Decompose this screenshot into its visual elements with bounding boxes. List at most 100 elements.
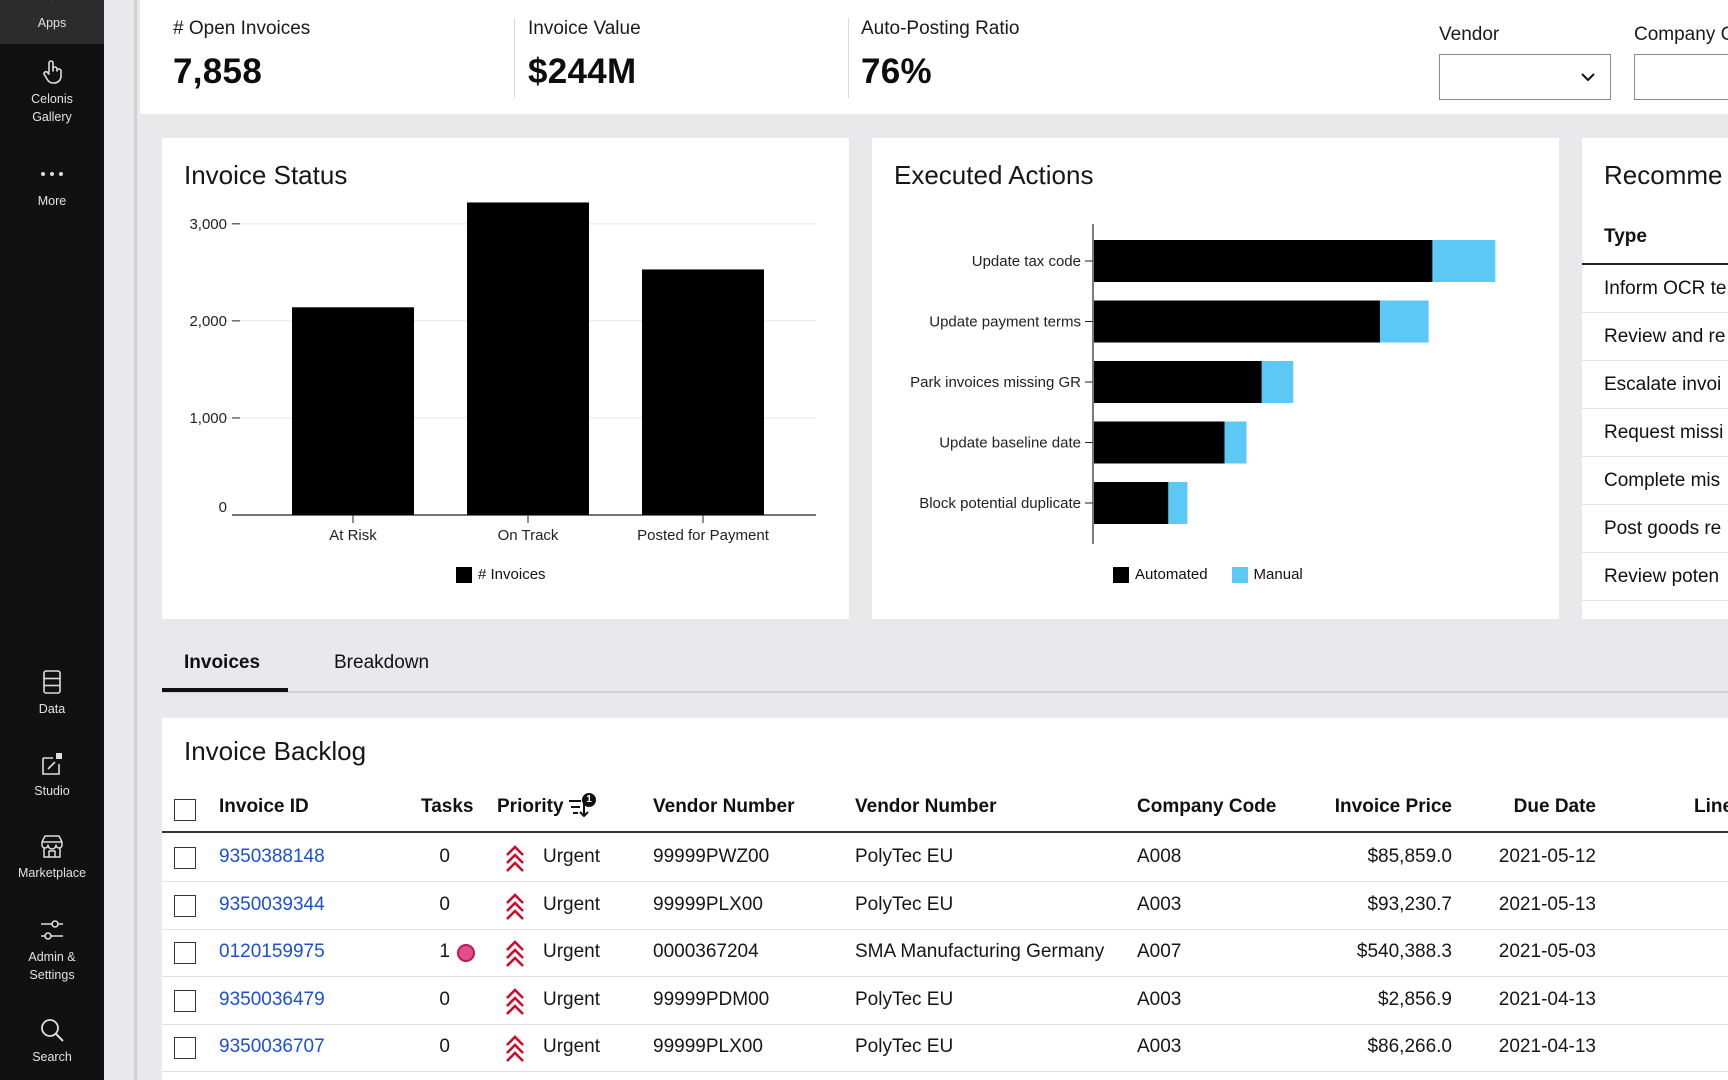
invoice-status-card: Invoice Status 0 1,000 2,000 3,000 At Risk On… (162, 138, 849, 619)
executed-actions-chart: Update tax code Update payment terms Park … (910, 224, 1496, 544)
row-checkbox[interactable] (174, 847, 196, 869)
sidebar-item-label: Admin & Settings (28, 950, 76, 982)
company-code: A003 (1137, 893, 1182, 915)
y-tick-label: 3,000 (189, 216, 227, 233)
tab-breakdown[interactable]: Breakdown (334, 652, 430, 673)
due-date: 2021-04-13 (1498, 988, 1596, 1010)
y-tick-label: Park invoices missing GR (910, 374, 1081, 391)
list-item[interactable]: Escalate invoi (1582, 361, 1728, 409)
x-tick-label: Posted for Payment (637, 527, 770, 544)
priority-urgent-icon (506, 940, 524, 967)
column-header-line[interactable]: Line (1694, 796, 1728, 817)
kpi-invoice-value: Invoice Value $244M (528, 18, 641, 92)
row-checkbox[interactable] (174, 942, 196, 964)
kpi-open-invoices: # Open Invoices 7,858 (173, 18, 310, 92)
priority-urgent-icon (506, 845, 524, 872)
tab-invoices[interactable]: Invoices (184, 652, 261, 673)
bar-segment-automated (1094, 482, 1169, 524)
chevron-up-icon (506, 892, 524, 920)
sidebar-item-more[interactable]: More (0, 160, 104, 210)
table-row[interactable]: 9350036479 0 Urgent 99999PDM00 PolyTec EU A00… (162, 977, 1728, 1025)
list-item[interactable]: Review and re (1582, 313, 1728, 361)
chevron-up-icon (506, 987, 524, 1015)
view-tabs: Invoices Breakdown (140, 620, 1728, 694)
sidebar-item-data[interactable]: Data (0, 668, 104, 718)
row-checkbox[interactable] (174, 1037, 196, 1059)
tabs-divider (162, 691, 1728, 693)
bar-segment-automated (1094, 300, 1380, 343)
company-code-dropdown[interactable] (1634, 54, 1728, 100)
kpi-header: # Open Invoices 7,858 Invoice Value $244… (140, 0, 1728, 114)
sidebar-divider (134, 0, 137, 1080)
priority-label: Urgent (543, 893, 601, 915)
table-row[interactable]: 9350388148 0 Urgent 99999PWZ00 PolyTec EU A00… (162, 834, 1728, 882)
tasks-count: 0 (439, 893, 450, 915)
vendor-name: PolyTec EU (855, 893, 954, 915)
sort-icon[interactable] (567, 792, 597, 822)
legend-swatch (456, 566, 472, 583)
sidebar-item-apps[interactable]: Apps (0, 0, 104, 44)
more-dots-icon (41, 172, 63, 176)
task-indicator-dot[interactable] (457, 944, 475, 962)
due-date: 2021-05-12 (1498, 846, 1596, 867)
priority-label: Urgent (543, 988, 601, 1010)
list-item[interactable]: Inform OCR te (1582, 265, 1728, 313)
column-header-tasks[interactable]: Tasks (421, 796, 474, 817)
priority-urgent-icon (506, 1035, 524, 1062)
invoice-price: $86,266.0 (1367, 1036, 1452, 1057)
vendor-number: 99999PLX00 (653, 1036, 763, 1057)
bar-at-risk (292, 307, 414, 515)
column-header-priority[interactable]: Priority (497, 796, 564, 817)
chart-legend: Automated Manual (1113, 566, 1303, 583)
vendor-dropdown[interactable] (1439, 54, 1611, 100)
column-header-company-code[interactable]: Company Code (1137, 796, 1277, 817)
kpi-value: $244M (528, 52, 637, 91)
card-title: Invoice Backlog (184, 736, 367, 766)
legend-swatch-manual (1231, 566, 1248, 583)
sidebar-item-label: Celonis Gallery (31, 92, 73, 124)
row-checkbox[interactable] (174, 894, 196, 917)
bar-segment-automated (1094, 361, 1262, 403)
invoice-id-link[interactable]: 9350036479 (219, 988, 325, 1010)
column-header-invoice-id[interactable]: Invoice ID (219, 796, 309, 817)
column-header-invoice-price[interactable]: Invoice Price (1334, 796, 1452, 817)
sidebar-item-celonis-gallery[interactable]: Celonis Gallery (0, 58, 104, 126)
invoice-price: $85,859.0 (1367, 846, 1452, 867)
row-checkbox[interactable] (174, 989, 196, 1012)
x-tick-label: At Risk (329, 527, 377, 544)
table-row[interactable]: 9350036707 0 Urgent 99999PLX00 PolyTec EU A00… (162, 1024, 1728, 1072)
kpi-label: # Open Invoices (173, 18, 311, 39)
sidebar-item-label: Studio (34, 784, 70, 798)
legend-swatch-automated (1113, 566, 1129, 583)
column-header-due-date[interactable]: Due Date (1513, 796, 1596, 817)
invoice-id-link[interactable]: 0120159975 (219, 941, 325, 962)
table-row[interactable]: 0120159975 1 Urgent 0000367204 SMA Manufactu… (162, 929, 1728, 977)
list-item[interactable]: Complete mis (1582, 457, 1728, 505)
list-item[interactable]: Post goods re (1582, 505, 1728, 553)
bar-segment-automated (1094, 240, 1433, 282)
card-title: Invoice Status (184, 160, 348, 190)
sidebar-item-admin-settings[interactable]: Admin & Settings (0, 916, 104, 984)
database-icon (43, 670, 61, 694)
sidebar-item-search[interactable]: Search (0, 1016, 104, 1066)
priority-label: Urgent (543, 846, 601, 867)
sidebar: Apps Celonis Gallery More Data Studio (0, 0, 104, 1080)
invoice-id-link[interactable]: 9350036707 (219, 1036, 325, 1057)
sidebar-item-label: Apps (37, 16, 67, 30)
invoice-id-link[interactable]: 9350388148 (219, 846, 325, 867)
search-icon (41, 1019, 64, 1042)
bar-posted-for-payment (642, 269, 764, 515)
company-code: A007 (1137, 941, 1182, 962)
column-header-type[interactable]: Type (1604, 226, 1647, 247)
sidebar-item-studio[interactable]: Studio (0, 750, 104, 800)
table-row[interactable]: 9350039344 0 Urgent 99999PLX00 PolyTec EU A00… (162, 882, 1728, 930)
column-header-vendor-number[interactable]: Vendor Number (653, 796, 795, 817)
sidebar-item-label: Search (32, 1050, 72, 1064)
sidebar-item-marketplace[interactable]: Marketplace (0, 832, 104, 882)
legend-label: Manual (1253, 566, 1303, 583)
column-header-vendor-number-2[interactable]: Vendor Number (855, 796, 997, 817)
list-item[interactable]: Request missi (1582, 409, 1728, 457)
select-all-checkbox[interactable] (174, 799, 196, 821)
invoice-id-link[interactable]: 9350039344 (219, 893, 325, 915)
list-item[interactable]: Review poten (1582, 553, 1728, 601)
